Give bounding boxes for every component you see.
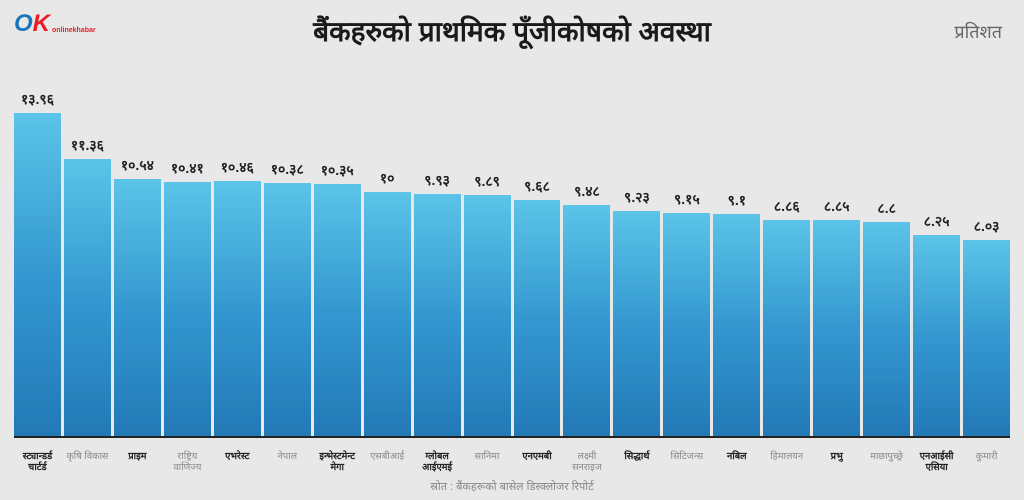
bar <box>963 240 1010 436</box>
bar-value-label: ९.६८ <box>524 177 550 196</box>
bar-value-label: १० <box>380 169 395 188</box>
chart-title: बैंकहरुको प्राथमिक पूँजीकोषको अवस्था <box>0 12 1024 50</box>
bar-category-label: स्ट्यान्डर्ड चार्टर्ड <box>14 452 61 474</box>
bar-column: ८.८६ <box>763 90 810 436</box>
bar-category-label: सानिमा <box>464 452 511 474</box>
bar-column: १०.४६ <box>214 90 261 436</box>
bar-category-label: सिटिजन्स <box>663 452 710 474</box>
bar-category-label: ग्लोबल आईएमई <box>414 452 461 474</box>
bar-column: ८.०३ <box>963 90 1010 436</box>
bar-value-label: १०.३५ <box>321 161 354 180</box>
bar-column: ९.४८ <box>563 90 610 436</box>
bar-value-label: १०.३८ <box>271 160 304 179</box>
bar-column: ९.९३ <box>414 90 461 436</box>
bars-container: १३.९६ ११.३६ १०.५४ १०.४१ १०.४६ १०.३८ १०.३५ १० ९.९… <box>14 90 1010 436</box>
bar-column: ९.८९ <box>464 90 511 436</box>
bar-value-label: ९.९३ <box>424 171 450 190</box>
bar <box>763 220 810 436</box>
bar <box>613 211 660 436</box>
bar <box>663 213 710 436</box>
bar <box>913 235 960 436</box>
bar-value-label: ९.२३ <box>624 188 650 207</box>
bar-category-label: प्राइम <box>114 452 161 474</box>
bar <box>64 159 111 436</box>
unit-label: प्रतिशत <box>954 20 1002 44</box>
chart-area: १३.९६ ११.३६ १०.५४ १०.४१ १०.४६ १०.३८ १०.३५ १० ९.९… <box>14 90 1010 438</box>
bar-column: ९.१५ <box>663 90 710 436</box>
bar-value-label: ८.८५ <box>824 197 850 216</box>
bar-category-label: सिद्धार्थ <box>613 452 660 474</box>
bar-column: ८.८५ <box>813 90 860 436</box>
bar <box>464 195 511 436</box>
bar-column: १३.९६ <box>14 90 61 436</box>
bar-category-label: एनएमबी <box>514 452 561 474</box>
bar-column: ९.१ <box>713 90 760 436</box>
bar-category-label: लक्ष्मी सनराइज <box>563 452 610 474</box>
bar <box>264 183 311 436</box>
bar-category-label: एसबीआई <box>364 452 411 474</box>
bar <box>414 194 461 436</box>
bar-column: ९.६८ <box>514 90 561 436</box>
bar-column: १०.३८ <box>264 90 311 436</box>
bar-column: ११.३६ <box>64 90 111 436</box>
bar <box>314 184 361 436</box>
bar-column: ८.२५ <box>913 90 960 436</box>
bar <box>863 222 910 436</box>
bar-value-label: १३.९६ <box>21 90 54 109</box>
bar <box>813 220 860 436</box>
bar-value-label: ८.२५ <box>924 212 950 231</box>
bar-value-label: ९.१ <box>728 191 746 210</box>
bar <box>14 113 61 436</box>
bar-value-label: १०.४१ <box>171 159 204 178</box>
bar-column: १०.५४ <box>114 90 161 436</box>
bar-category-label: एनआईसी एसिया <box>913 452 960 474</box>
bar <box>514 200 561 436</box>
bar-column: १०.३५ <box>314 90 361 436</box>
bar-category-label: राष्ट्रिय वाणिज्य <box>164 452 211 474</box>
bar-column: १०.४१ <box>164 90 211 436</box>
bar-category-label: एभरेस्ट <box>214 452 261 474</box>
bar-category-label: हिमालयन <box>763 452 810 474</box>
bar-value-label: ८.८ <box>877 199 895 218</box>
bar-category-label: नेपाल <box>264 452 311 474</box>
bar-category-label: कुमारी <box>963 452 1010 474</box>
bar-value-label: १०.४६ <box>221 158 254 177</box>
bar-value-label: ८.८६ <box>774 197 800 216</box>
source-text: स्रोत : बैंकहरूको बासेल डिस्क्लोजर रिपोर… <box>0 479 1024 494</box>
bar-value-label: ११.३६ <box>71 136 104 155</box>
bar-category-label: इन्भेस्टमेन्ट मेगा <box>314 452 361 474</box>
bar-category-label: कृषि विकास <box>64 452 111 474</box>
bar-value-label: १०.५४ <box>121 156 154 175</box>
bar-value-label: ९.१५ <box>674 190 700 209</box>
bar-column: १० <box>364 90 411 436</box>
bar <box>364 192 411 436</box>
bar <box>214 181 261 436</box>
bar <box>563 205 610 436</box>
labels-row: स्ट्यान्डर्ड चार्टर्डकृषि विकासप्राइमराष… <box>14 452 1010 474</box>
bar-value-label: ८.०३ <box>974 217 1000 236</box>
bar-column: ८.८ <box>863 90 910 436</box>
bar-value-label: ९.४८ <box>574 182 600 201</box>
bar <box>164 182 211 436</box>
bar-category-label: नबिल <box>713 452 760 474</box>
bar-value-label: ९.८९ <box>474 172 500 191</box>
bar-column: ९.२३ <box>613 90 660 436</box>
bar <box>713 214 760 436</box>
bar <box>114 179 161 436</box>
bar-category-label: प्रभु <box>813 452 860 474</box>
bar-category-label: माछापुच्छ्रे <box>863 452 910 474</box>
